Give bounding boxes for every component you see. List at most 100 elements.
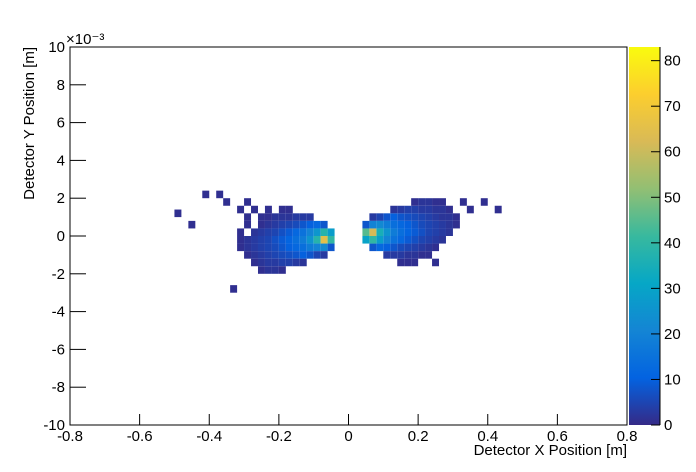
heatmap-cell [411,236,419,244]
heatmap-cell [257,258,265,267]
y-tick-label: 8 [57,77,65,94]
heatmap-cell [285,251,293,259]
y-tick-label: -2 [52,266,65,283]
heatmap-cell [237,228,245,236]
heatmap-cell [432,228,440,236]
heatmap-cell [264,205,272,214]
heatmap-cell [425,213,433,221]
heatmap-cell [320,220,328,229]
heatmap-cell [383,243,391,252]
heatmap-cell [404,236,412,244]
heatmap-cell [404,228,412,236]
heatmap-cell [271,236,279,244]
heatmap-cell [425,220,433,229]
x-tick-label: 0.8 [617,428,638,445]
heatmap-cell [278,205,286,214]
heatmap-cell [237,243,245,252]
heatmap-cell [452,213,460,221]
z-tick-label: 10 [664,371,681,388]
heatmap-cell [271,220,279,229]
heatmap-cell [390,236,398,244]
heatmap-cell [404,251,412,259]
heatmap-cell [285,220,293,229]
heatmap-cell [452,220,460,229]
heatmap-cell [313,220,321,229]
heatmap-cell [251,236,258,244]
x-axis-title: Detector X Position [m] [474,442,627,459]
heatmap-cell [251,251,258,259]
heatmap-cell [216,190,224,199]
heatmap-cell [306,220,314,229]
heatmap-cell [432,198,440,206]
heatmap-cell [425,236,433,244]
y-tick-label: -8 [52,379,65,396]
heatmap-cell [299,243,307,252]
heatmap-cell [397,236,405,244]
heatmap-cell [251,258,258,267]
heatmap-cell [376,236,384,244]
heatmap-cell [306,251,314,259]
heatmap-cell [411,243,419,252]
heatmap-cell [237,236,245,244]
heatmap-cell [432,205,440,214]
heatmap-cell [244,236,252,244]
heatmap-cell [404,205,412,214]
heatmap-cell [313,243,321,252]
z-tick-label: 60 [664,144,681,161]
heatmap-cell [285,243,293,252]
heatmap-cell [445,205,453,214]
z-tick-label: 50 [664,189,681,206]
heatmap-cell [411,220,419,229]
heatmap-cell [299,258,307,267]
heatmap-cell [362,236,370,244]
heatmap-cell [432,243,440,252]
y-tick-label: -4 [52,304,65,321]
heatmap-cell [257,228,265,236]
y-tick-label: 10 [48,39,65,56]
heatmap-cell [459,198,467,206]
heatmap-cell [292,243,300,252]
heatmap-cell [418,198,426,206]
heatmap-cell [397,220,405,229]
heatmap-cell [397,213,405,221]
heatmap-cell [320,228,328,236]
heatmap-cell [278,258,286,267]
heatmap-cell [466,205,474,214]
heatmap-cell [278,266,286,274]
heatmap-cell [439,236,446,244]
heatmap-cell [257,213,265,221]
heatmap-cell [257,266,265,274]
heatmap-cell [230,285,238,293]
heatmap-cell [390,243,398,252]
y-tick-label: 6 [57,115,65,132]
heatmap-cell [411,228,419,236]
heatmap-cell [404,258,412,267]
x-tick-label: -0.4 [196,428,222,445]
heatmap-cell [383,228,391,236]
heatmap-cell [376,243,384,252]
heatmap-cell [271,243,279,252]
heatmap-cell [278,213,286,221]
x-tick-label: 0 [344,428,352,445]
y-tick-label: 2 [57,190,65,207]
heatmap-cell [362,220,370,229]
heatmap-cell [285,205,293,214]
heatmap-cell [383,236,391,244]
heatmap-cell [251,205,258,214]
heatmap-cell [439,205,446,214]
heatmap-cell [292,228,300,236]
x-tick-label: -0.6 [127,428,153,445]
heatmap-cell [292,220,300,229]
heatmap-cell [313,251,321,259]
heatmap-cell [299,228,307,236]
z-tick-label: 80 [664,53,681,70]
x-tick-label: 0.4 [477,428,498,445]
heatmap-cell [432,236,440,244]
heatmap-cell [244,220,252,229]
heatmap-cell [320,243,328,252]
heatmap-cell [174,209,182,218]
heatmap-cell [425,251,433,259]
heatmap-cell [327,236,335,244]
heatmap-cell [257,220,265,229]
